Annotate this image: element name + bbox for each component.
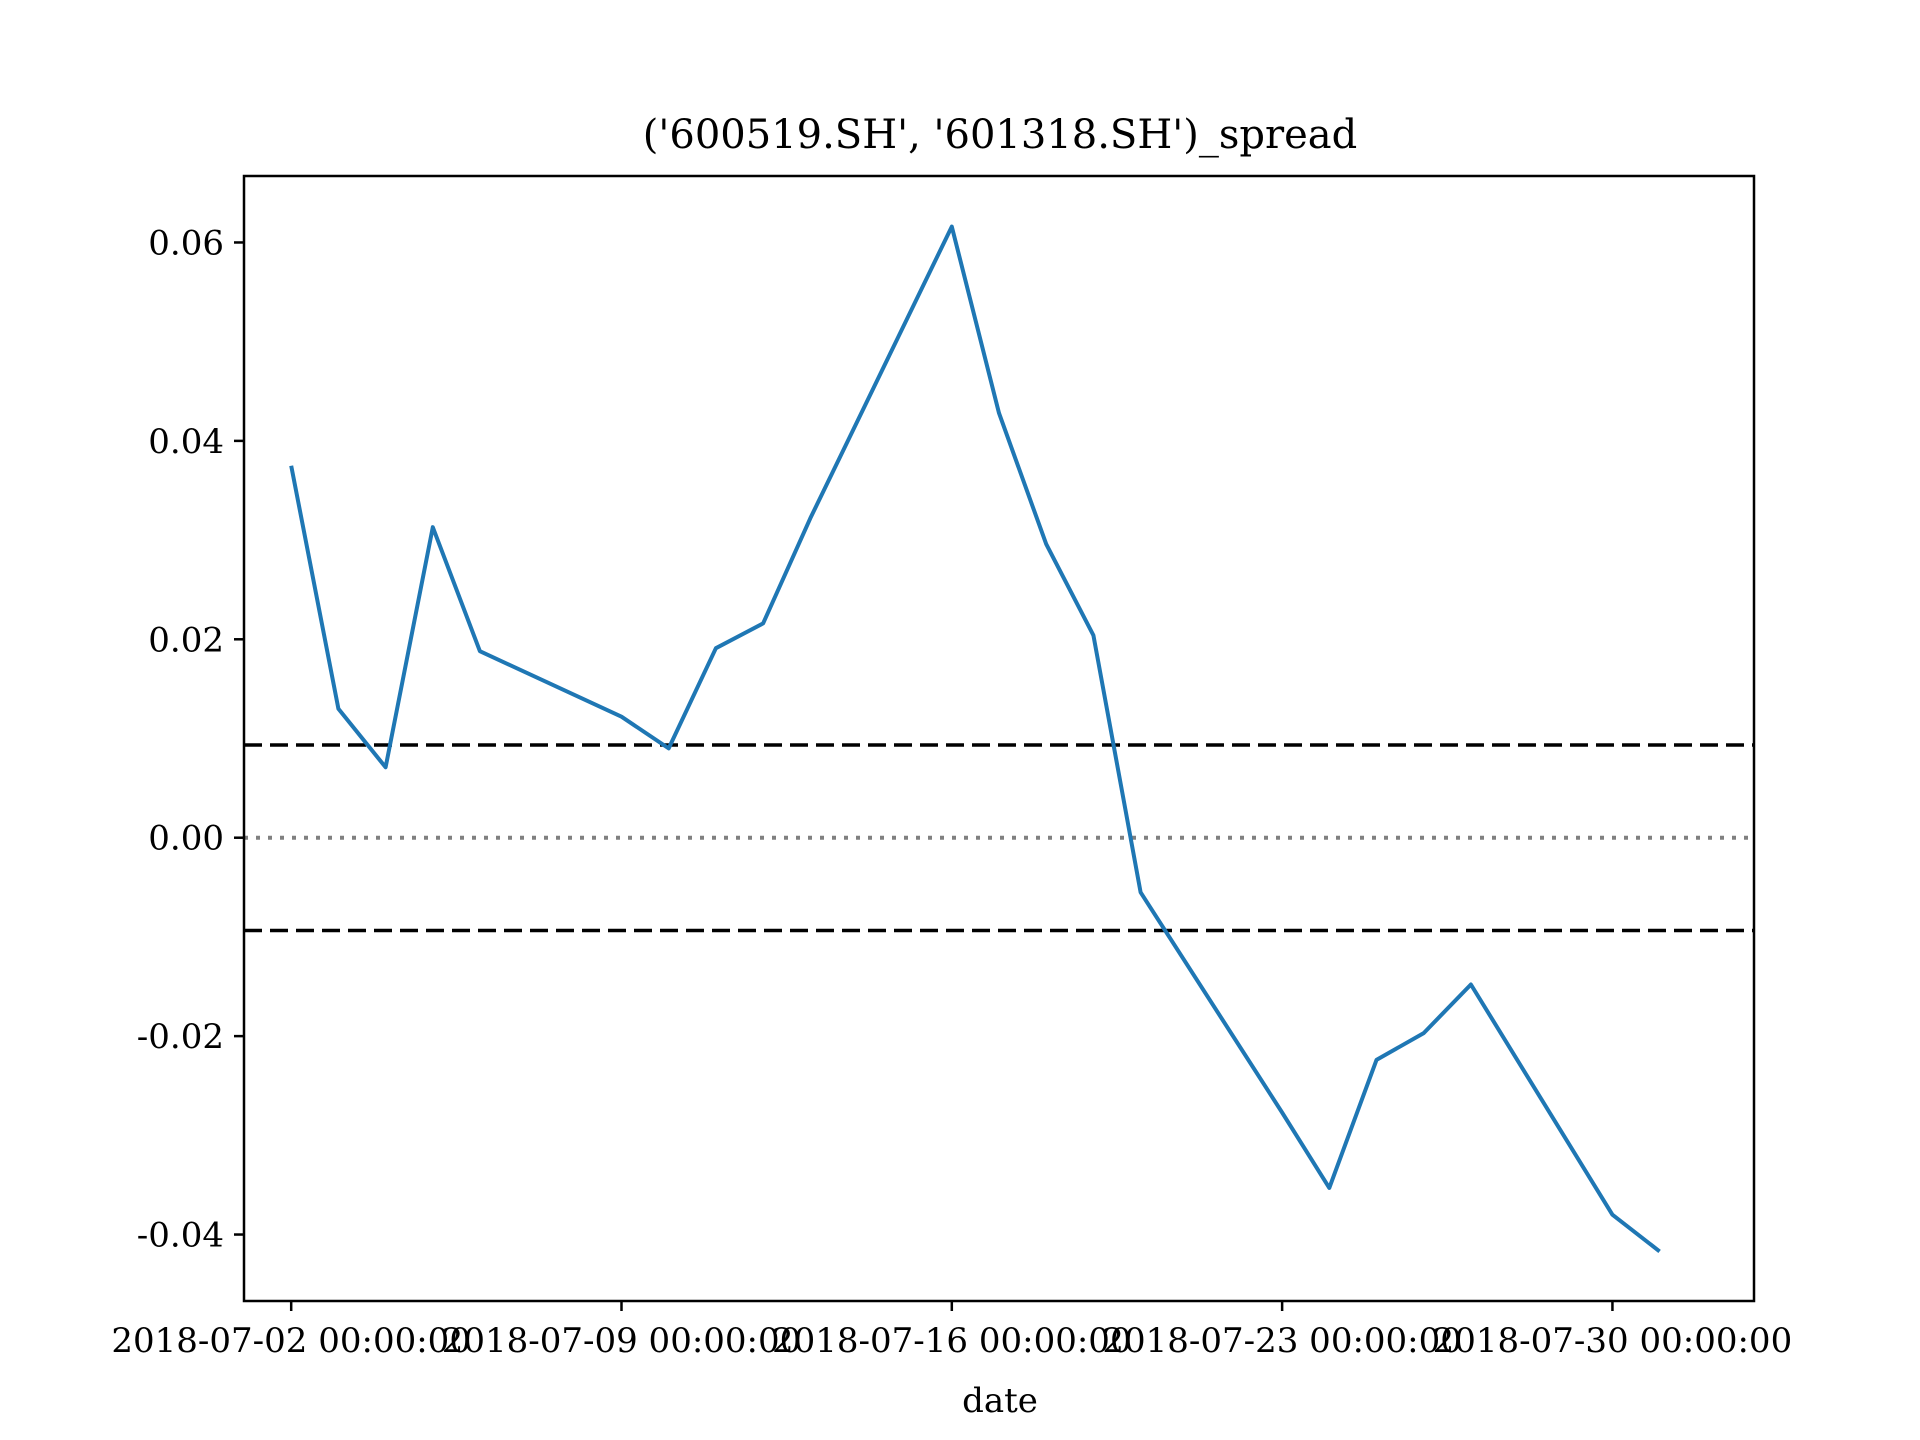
x-tick-label: 2018-07-02 00:00:00 [111, 1321, 471, 1361]
plot-frame [242, 174, 1756, 1303]
x-tick-label: 2018-07-16 00:00:00 [772, 1321, 1132, 1361]
x-tick-label: 2018-07-30 00:00:00 [1433, 1321, 1793, 1361]
x-axis-label: date [962, 1381, 1038, 1421]
y-tick-label: 0.02 [148, 620, 224, 660]
y-tick-label: -0.04 [137, 1216, 224, 1256]
y-tick-label: -0.02 [137, 1017, 224, 1057]
chart-title: ('600519.SH', '601318.SH')_spread [643, 112, 1357, 158]
x-tick-label: 2018-07-23 00:00:00 [1102, 1321, 1462, 1361]
y-tick-label: 0.06 [148, 223, 224, 263]
plot-area [244, 224, 1754, 1253]
y-tick-label: 0.00 [148, 819, 224, 859]
y-tick-label: 0.04 [148, 422, 224, 462]
y-axis: 0.06 0.04 0.02 0.00 -0.02 -0.04 [137, 223, 244, 1256]
x-tick-label: 2018-07-09 00:00:00 [442, 1321, 802, 1361]
spread-series-line [289, 224, 1661, 1253]
